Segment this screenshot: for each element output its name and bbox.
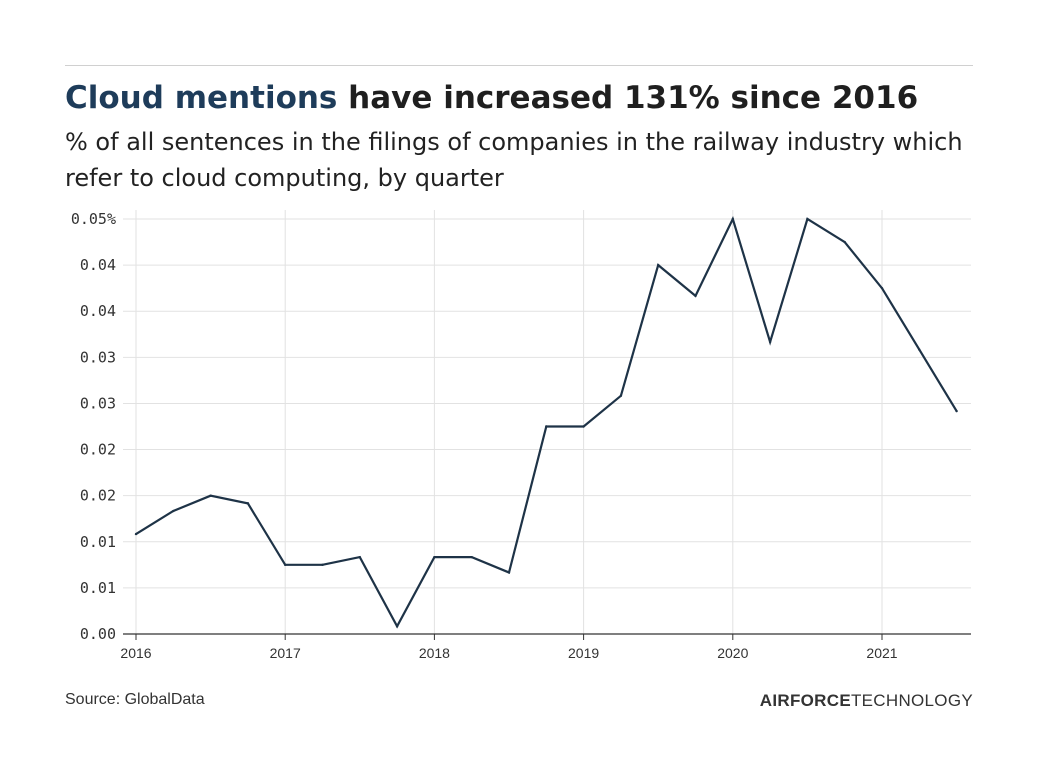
x-tick-label: 2019 [568,645,599,661]
data-point [918,348,921,351]
data-point [395,625,399,628]
axis-layer: 0.00 0.01 0.01 0.02 0.02 0.03 0.03 0.04 0.04 0.05… [71,210,971,661]
y-tick-label: 0.04 [80,302,116,320]
data-point [955,409,958,413]
data-point [843,240,846,244]
x-tick-label: 2021 [866,645,897,661]
data-point [731,217,734,221]
data-point [582,425,585,428]
brand-light: TECHNOLOGY [850,691,973,710]
data-point [768,340,772,344]
data-point [657,263,660,267]
y-tick-label: 0.02 [80,441,116,459]
y-tick-label: 0.01 [80,533,116,551]
series-line [135,215,958,629]
data-point [433,555,436,559]
chart-subtitle: % of all sentences in the filings of com… [65,128,963,192]
y-tick-label: 0.03 [80,394,116,412]
y-tick-label: 0.00 [80,625,116,643]
data-point [470,555,473,559]
x-tick-label: 2018 [419,645,450,661]
y-tick-label: 0.01 [80,579,116,597]
data-point [507,571,511,574]
brand-bold: AIRFORCE [759,691,851,710]
title-rest: have increased 131% since 2016 [337,80,919,116]
brand-logo: AIRFORCETECHNOLOGY [760,691,973,711]
data-point [880,286,884,290]
data-point [694,294,697,298]
data-point [209,494,212,497]
data-point [545,425,548,428]
top-rule [65,65,973,66]
data-point [619,394,623,397]
grid-layer [123,210,971,634]
x-tick-label: 2020 [717,645,748,661]
y-tick-label: 0.05% [71,210,116,228]
data-point [321,563,324,567]
data-point [284,563,287,567]
data-point [806,217,809,221]
y-tick-label: 0.04 [80,256,116,274]
source-note: Source: GlobalData [65,691,205,708]
chart-title: Cloud mentions have increased 131% since… [65,80,918,116]
data-point [246,502,250,505]
y-tick-label: 0.03 [80,348,116,366]
x-tick-label: 2016 [120,645,151,661]
data-point [358,555,361,559]
y-tick-label: 0.02 [80,487,116,505]
data-point [172,509,175,513]
data-point [134,532,138,536]
x-tick-label: 2017 [270,645,301,661]
title-accent: Cloud mentions [65,80,338,116]
series-layer [134,215,958,629]
